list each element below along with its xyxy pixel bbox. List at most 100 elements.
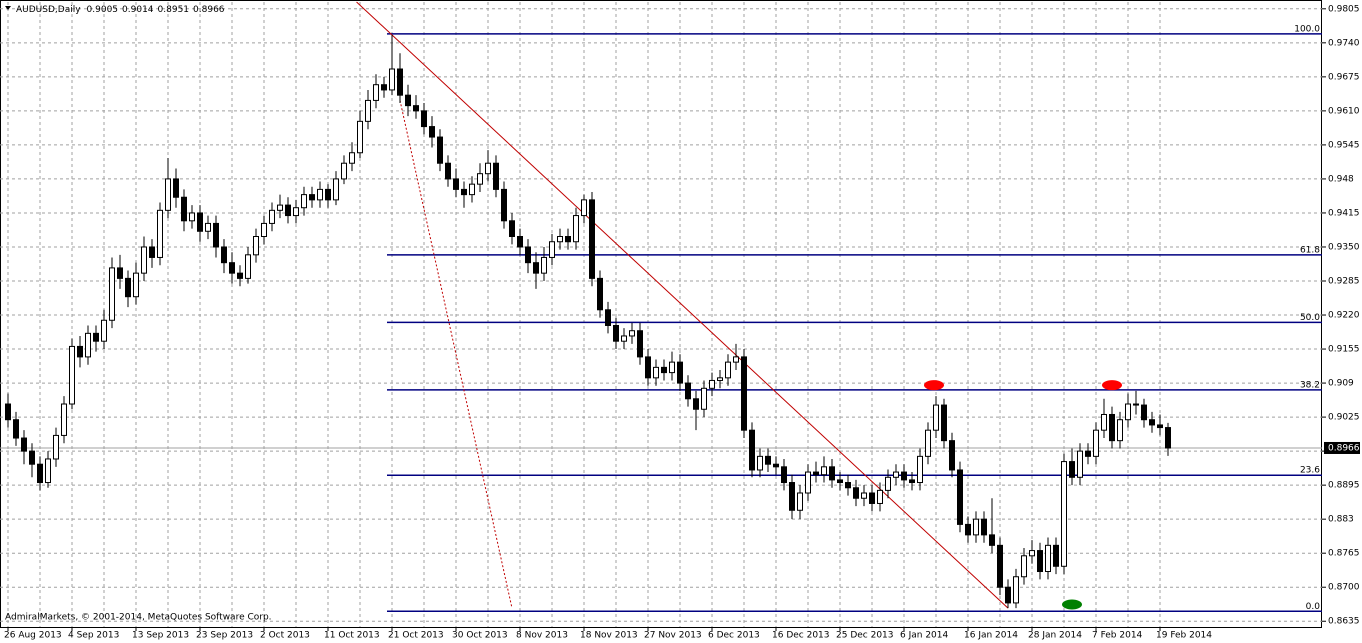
- candle-body: [717, 377, 723, 381]
- candle-body: [325, 188, 331, 201]
- candle-body: [501, 188, 507, 222]
- candle-body: [909, 479, 915, 484]
- candle-body: [21, 437, 27, 452]
- x-tick-label: 25 Dec 2013: [836, 631, 894, 641]
- candle-body: [981, 518, 987, 536]
- candle-body: [1077, 450, 1083, 478]
- candle-body: [149, 246, 155, 258]
- candle-body: [781, 466, 787, 484]
- candle-body: [125, 277, 131, 298]
- candle-body: [309, 194, 315, 201]
- candle-body: [573, 215, 579, 243]
- candle-body: [1029, 550, 1035, 557]
- trendline: [356, 1, 1009, 609]
- candle-body: [773, 463, 779, 468]
- candle-body: [245, 254, 251, 279]
- candle-body: [605, 309, 611, 326]
- candle-body: [525, 246, 531, 264]
- candle-body: [1069, 461, 1075, 478]
- candle-body: [693, 398, 699, 410]
- candle-body: [765, 455, 771, 465]
- candle-body: [485, 162, 491, 175]
- candle-body: [333, 178, 339, 201]
- candle-body: [133, 272, 139, 298]
- candle-body: [557, 236, 563, 243]
- candle-body: [357, 120, 363, 154]
- candle-body: [941, 404, 947, 442]
- candle-body: [885, 476, 891, 491]
- candle-body: [429, 126, 435, 138]
- candle-body: [517, 236, 523, 248]
- candle-body: [253, 236, 259, 256]
- candle-body: [413, 105, 419, 112]
- candle-body: [213, 222, 219, 248]
- candle-body: [669, 361, 675, 374]
- fib-label: 61.8: [1300, 245, 1320, 255]
- candle-body: [69, 345, 75, 405]
- candle-body: [101, 319, 107, 342]
- candle-body: [757, 455, 763, 471]
- open: 0.9005: [87, 5, 119, 15]
- candle-body: [645, 356, 651, 379]
- candle-body: [1109, 413, 1115, 442]
- candle-body: [709, 379, 715, 389]
- candle-body: [1149, 419, 1155, 426]
- candle-body: [229, 262, 235, 274]
- candle-body: [445, 162, 451, 180]
- candle-body: [381, 84, 387, 91]
- price-box: [1324, 441, 1360, 454]
- candle-body: [1141, 404, 1147, 421]
- candle-body: [965, 523, 971, 536]
- candle-body: [173, 178, 179, 198]
- candle-body: [221, 246, 227, 264]
- x-tick-label: 2 Oct 2013: [260, 631, 310, 641]
- fib-label: 50.0: [1300, 313, 1320, 323]
- marker: [1062, 599, 1082, 610]
- candle-body: [109, 267, 115, 321]
- candle-body: [421, 110, 427, 128]
- x-tick-label: 7 Feb 2014: [1092, 631, 1143, 641]
- x-tick-label: 27 Nov 2013: [644, 631, 702, 641]
- low: 0.8951: [158, 5, 190, 15]
- x-tick-label: 18 Nov 2013: [580, 631, 638, 641]
- candle-body: [821, 466, 827, 476]
- x-tick-label: 4 Sep 2013: [68, 631, 119, 641]
- candle-body: [1117, 419, 1123, 442]
- candle-body: [285, 204, 291, 217]
- candle-body: [405, 94, 411, 107]
- candle-body: [1013, 576, 1019, 604]
- candle-body: [637, 330, 643, 358]
- candle-body: [549, 241, 555, 258]
- candle-body: [469, 183, 475, 196]
- x-tick-label: 16 Jan 2014: [964, 631, 1018, 641]
- candle-body: [477, 173, 483, 185]
- candle-body: [157, 209, 163, 258]
- candle-body: [997, 544, 1003, 588]
- candle-body: [1053, 544, 1059, 567]
- candle-body: [261, 222, 267, 238]
- candle-body: [1133, 403, 1139, 406]
- candle-body: [1093, 429, 1099, 457]
- candle-body: [1061, 461, 1067, 567]
- candle-body: [989, 534, 995, 546]
- candle-body: [581, 199, 587, 217]
- candle-body: [181, 196, 187, 222]
- candle-body: [269, 209, 275, 224]
- x-tick-label: 11 Oct 2013: [324, 631, 380, 641]
- candle-body: [853, 487, 859, 499]
- candle-body: [829, 466, 835, 481]
- y-tick-label: 0.9805: [1328, 4, 1360, 14]
- candle-body: [117, 267, 123, 279]
- candle-body: [1165, 427, 1171, 449]
- candle-body: [869, 492, 875, 504]
- candle-body: [1157, 424, 1163, 429]
- candle-body: [205, 222, 211, 232]
- x-tick-label: 19 Feb 2014: [1156, 631, 1212, 641]
- candle-body: [1005, 586, 1011, 604]
- fib-label: 0.0: [1306, 602, 1321, 612]
- candle-body: [973, 518, 979, 536]
- y-tick-label: 0.948: [1328, 174, 1354, 184]
- fib-label: 38.2: [1300, 380, 1320, 390]
- y-tick-label: 0.9155: [1328, 345, 1360, 355]
- candle-body: [141, 246, 147, 274]
